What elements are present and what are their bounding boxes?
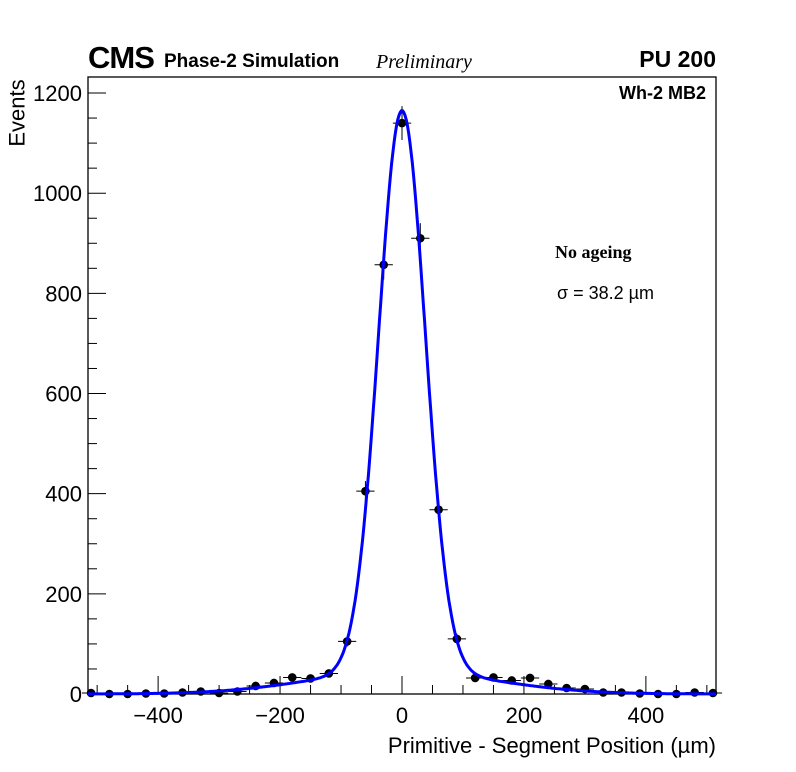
y-tick-label: 0 (70, 682, 82, 707)
x-tick-label: 0 (396, 703, 408, 728)
preliminary-label: Preliminary (376, 51, 472, 73)
y-tick-label: 200 (45, 582, 82, 607)
cms-label: CMS (88, 40, 155, 75)
y-tick-label: 600 (45, 382, 82, 407)
data-point (397, 118, 407, 128)
y-tick-label: 400 (45, 482, 82, 507)
x-tick-label: −200 (255, 703, 305, 728)
x-axis-label: Primitive - Segment Position (µm) (387, 733, 716, 758)
data-point (525, 673, 535, 683)
fit-curve (88, 109, 716, 696)
x-tick-label: −400 (133, 703, 183, 728)
y-tick-label: 1200 (33, 81, 82, 106)
pileup-label: PU 200 (639, 46, 716, 72)
plot-frame (87, 76, 717, 695)
y-tick-label: 800 (45, 281, 82, 306)
y-axis-label: Events (4, 79, 30, 147)
phase2-simulation-label: Phase-2 Simulation (164, 51, 340, 72)
no-ageing-label: No ageing (555, 242, 632, 262)
sigma-label: σ = 38.2 µm (557, 283, 655, 303)
x-tick-label: 400 (628, 703, 665, 728)
y-tick-label: 1000 (33, 181, 82, 206)
chart-title: Wh-2 MB2 (619, 83, 706, 103)
x-tick-label: 200 (506, 703, 543, 728)
data-point (287, 673, 297, 682)
